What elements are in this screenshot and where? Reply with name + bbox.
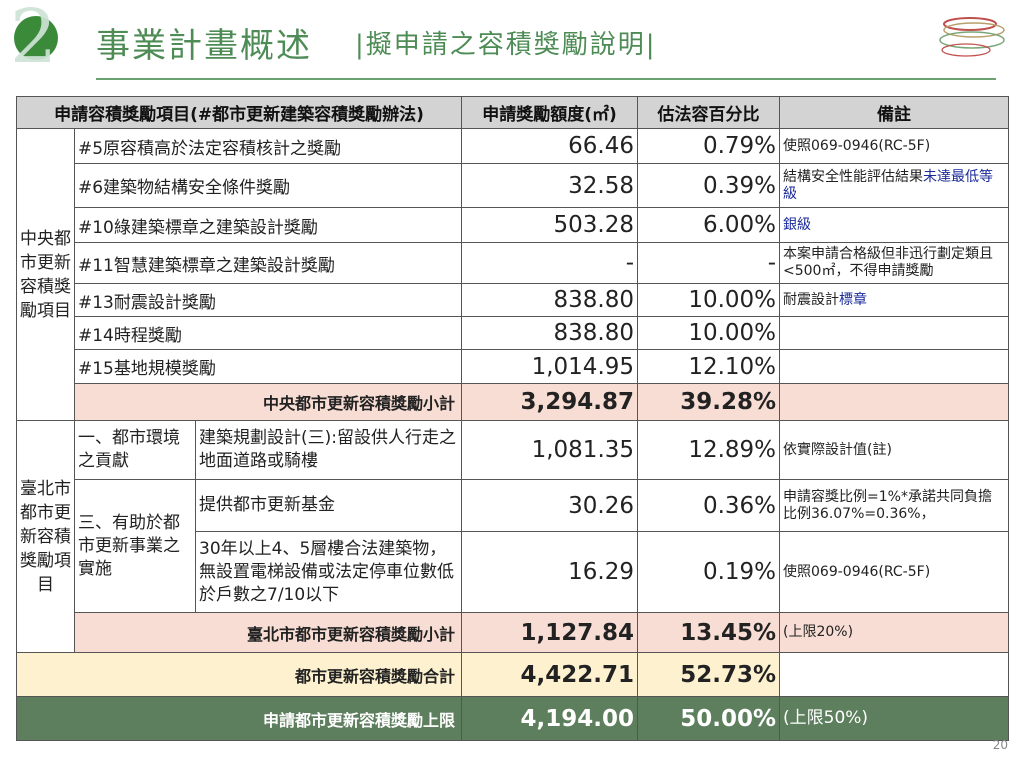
header-value: 申請獎勵額度(㎡) (461, 96, 639, 129)
subtotal-pct: 13.45% (637, 612, 781, 653)
row-note: 依實際設計值(註) (779, 420, 1010, 480)
bonus-table: 申請容積獎勵項目(#都市更新建築容積獎勵辦法) 申請獎勵額度(㎡) 估法容百分比… (15, 96, 1010, 741)
taipei-subtotal-row: 臺北市都市更新容積獎勵小計 1,127.84 13.45% (上限20%) (17, 612, 1010, 653)
header-note: 備註 (779, 96, 1010, 129)
row-note: 耐震設計標章 (779, 283, 1010, 317)
row-pct: 10.00% (637, 316, 781, 350)
row-value: 503.28 (461, 207, 639, 243)
row-value: 838.80 (461, 283, 639, 317)
subtotal-label: 臺北市都市更新容積獎勵小計 (73, 612, 463, 653)
row-note: 本案申請合格級但非迅行劃定類且<500㎡，不得申請獎勵 (779, 242, 1010, 284)
limit-row: 申請都市更新容積獎勵上限 4,194.00 50.00% (上限50%) (15, 696, 1010, 741)
limit-note: (上限50%) (779, 696, 1010, 741)
table-header-row: 申請容積獎勵項目(#都市更新建築容積獎勵辦法) 申請獎勵額度(㎡) 估法容百分比… (15, 96, 1010, 129)
group-label: 一、都市環境之貢獻 (74, 420, 196, 480)
row-value: 16.29 (461, 531, 639, 613)
header-pct: 估法容百分比 (637, 96, 781, 129)
row-item: #6建築物結構安全條件獎勵 (73, 163, 463, 208)
row-value: - (461, 242, 639, 284)
row-note: 銀級 (779, 207, 1010, 243)
row-pct: - (637, 242, 781, 284)
row-pct: 10.00% (637, 283, 781, 317)
total-pct: 52.73% (637, 652, 781, 697)
total-row: 都市更新容積獎勵合計 4,422.71 52.73% (15, 652, 1010, 697)
table-row: 中央都市更新容積獎勵項目 #5原容積高於法定容積核計之獎勵 66.46 0.79… (16, 128, 1010, 421)
row-value: 1,014.95 (461, 349, 639, 384)
company-logo-icon (939, 17, 1005, 57)
row-item: #14時程獎勵 (73, 316, 463, 350)
subtotal-value: 3,294.87 (461, 383, 639, 421)
table-row: #6建築物結構安全條件獎勵 32.58 0.39% 結構安全性能評估結果未達最低… (17, 163, 1010, 208)
row-note (779, 349, 1010, 384)
table-row: #14時程獎勵 838.80 10.00% (17, 316, 1010, 350)
slide-header: 2 事業計畫概述 |擬申請之容積獎勵說明| (0, 0, 1018, 90)
row-pct: 6.00% (637, 207, 781, 243)
header-item: 申請容積獎勵項目(#都市更新建築容積獎勵辦法) (15, 96, 463, 129)
row-value: 1,081.35 (461, 420, 639, 480)
table-row: 30年以上4、5層樓合法建築物，無設置電梯設備或法定停車位數低於戶數之7/10以… (17, 531, 1010, 613)
subtotal-note: (上限20%) (779, 612, 1010, 653)
row-item: 30年以上4、5層樓合法建築物，無設置電梯設備或法定停車位數低於戶數之7/10以… (194, 531, 463, 613)
page-subtitle: |擬申請之容積獎勵說明| (355, 30, 657, 60)
row-item: #5原容積高於法定容積核計之獎勵 (73, 128, 463, 164)
row-item: #13耐震設計獎勵 (73, 283, 463, 317)
row-pct: 12.89% (637, 420, 781, 480)
limit-pct: 50.00% (637, 696, 781, 741)
row-item: 建築規劃設計(三):留設供人行走之地面道路或騎樓 (194, 420, 463, 480)
central-subtotal-row: 中央都市更新容積獎勵小計 3,294.87 39.28% (17, 383, 1010, 421)
row-item: #10綠建築標章之建築設計獎勵 (73, 207, 463, 243)
section-number-circle (14, 16, 58, 60)
row-note: 使照069-0946(RC-5F) (779, 128, 1010, 164)
table-row: #13耐震設計獎勵 838.80 10.00% 耐震設計標章 (17, 283, 1010, 317)
row-value: 32.58 (461, 163, 639, 208)
total-value: 4,422.71 (461, 652, 639, 697)
subtotal-label: 中央都市更新容積獎勵小計 (73, 383, 463, 421)
group-label: 三、有助於都市更新事業之實施 (74, 479, 196, 613)
row-pct: 0.79% (637, 128, 781, 164)
row-item: #11智慧建築標章之建築設計獎勵 (73, 242, 463, 284)
header-divider (96, 78, 996, 80)
page-number: 20 (992, 738, 1008, 752)
table-row: #10綠建築標章之建築設計獎勵 503.28 6.00% 銀級 (17, 207, 1010, 243)
limit-value: 4,194.00 (461, 696, 639, 741)
section-number: 2 (10, 0, 58, 80)
row-pct: 0.19% (637, 531, 781, 613)
central-category: 中央都市更新容積獎勵項目 (16, 128, 75, 421)
total-note (779, 652, 1010, 697)
subtotal-value: 1,127.84 (461, 612, 639, 653)
table-row: #11智慧建築標章之建築設計獎勵 - - 本案申請合格級但非迅行劃定類且<500… (17, 242, 1010, 284)
row-item: 提供都市更新基金 (194, 479, 463, 532)
total-label: 都市更新容積獎勵合計 (15, 652, 463, 697)
limit-label: 申請都市更新容積獎勵上限 (15, 696, 463, 741)
row-note: 使照069-0946(RC-5F) (779, 531, 1010, 613)
row-value: 838.80 (461, 316, 639, 350)
row-item: #15基地規模獎勵 (73, 349, 463, 384)
row-note (779, 316, 1010, 350)
row-note: 結構安全性能評估結果未達最低等級 (779, 163, 1010, 208)
row-pct: 0.36% (637, 479, 781, 532)
subtotal-pct: 39.28% (637, 383, 781, 421)
row-pct: 12.10% (637, 349, 781, 384)
subtotal-note (779, 383, 1010, 421)
row-note: 申請容獎比例=1%*承諾共同負擔比例36.07%=0.36%， (779, 479, 1010, 532)
page-title: 事業計畫概述 (96, 26, 312, 66)
taipei-category: 臺北市都市更新容積獎勵項目 (16, 420, 75, 653)
row-pct: 0.39% (637, 163, 781, 208)
row-value: 30.26 (461, 479, 639, 532)
table-row: #15基地規模獎勵 1,014.95 12.10% (17, 349, 1010, 384)
row-value: 66.46 (461, 128, 639, 164)
table-row: 臺北市都市更新容積獎勵項目 一、都市環境之貢獻 建築規劃設計(三):留設供人行走… (16, 420, 1010, 653)
table-row: 三、有助於都市更新事業之實施 提供都市更新基金 30.26 0.36% 申請容獎… (17, 479, 1010, 613)
